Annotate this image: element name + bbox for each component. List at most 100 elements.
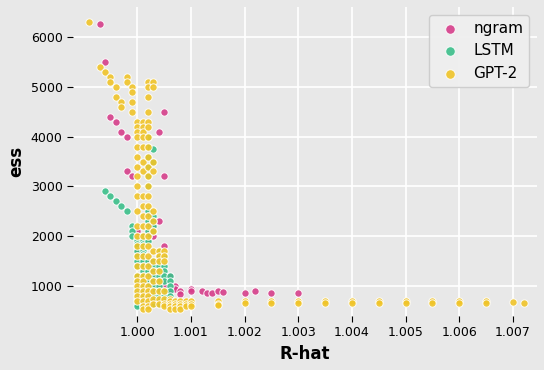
- GPT-2: [117, 104, 126, 110]
- GPT-2: [165, 296, 174, 302]
- GPT-2: [154, 296, 163, 302]
- GPT-2: [149, 301, 158, 307]
- ngram: [160, 174, 169, 179]
- LSTM: [144, 164, 152, 169]
- GPT-2: [149, 268, 158, 274]
- LSTM: [149, 288, 158, 294]
- LSTM: [144, 303, 152, 309]
- LSTM: [133, 248, 141, 254]
- LSTM: [106, 194, 115, 199]
- LSTM: [138, 243, 147, 249]
- ngram: [213, 288, 222, 294]
- ngram: [117, 129, 126, 135]
- GPT-2: [170, 303, 179, 309]
- GPT-2: [106, 74, 115, 80]
- ngram: [138, 236, 147, 242]
- GPT-2: [144, 273, 152, 279]
- GPT-2: [138, 298, 147, 304]
- GPT-2: [138, 303, 147, 309]
- LSTM: [133, 296, 141, 302]
- ngram: [144, 233, 152, 239]
- ngram: [160, 109, 169, 115]
- LSTM: [165, 283, 174, 289]
- LSTM: [128, 228, 137, 234]
- ngram: [138, 291, 147, 297]
- GPT-2: [138, 283, 147, 289]
- GPT-2: [165, 303, 174, 309]
- ngram: [138, 288, 147, 294]
- GPT-2: [149, 296, 158, 302]
- LSTM: [133, 243, 141, 249]
- ngram: [144, 291, 152, 297]
- GPT-2: [138, 124, 147, 130]
- GPT-2: [455, 300, 463, 306]
- GPT-2: [348, 298, 356, 304]
- GPT-2: [122, 74, 131, 80]
- LSTM: [133, 236, 141, 242]
- GPT-2: [149, 84, 158, 90]
- GPT-2: [170, 306, 179, 312]
- LSTM: [149, 268, 158, 274]
- LSTM: [165, 288, 174, 294]
- GPT-2: [85, 19, 94, 25]
- LSTM: [133, 298, 141, 304]
- ngram: [165, 273, 174, 279]
- ngram: [138, 273, 147, 279]
- ngram: [144, 231, 152, 237]
- ngram: [144, 263, 152, 269]
- LSTM: [144, 268, 152, 274]
- ngram: [138, 248, 147, 254]
- LSTM: [144, 298, 152, 304]
- LSTM: [144, 301, 152, 307]
- GPT-2: [133, 174, 141, 179]
- LSTM: [149, 278, 158, 284]
- GPT-2: [128, 109, 137, 115]
- GPT-2: [106, 79, 115, 85]
- ngram: [133, 243, 141, 249]
- GPT-2: [149, 218, 158, 224]
- GPT-2: [149, 248, 158, 254]
- LSTM: [144, 238, 152, 244]
- ngram: [208, 290, 217, 296]
- ngram: [149, 278, 158, 284]
- ngram: [160, 243, 169, 249]
- GPT-2: [154, 301, 163, 307]
- LSTM: [160, 268, 169, 274]
- LSTM: [154, 288, 163, 294]
- LSTM: [149, 273, 158, 279]
- LSTM: [133, 303, 141, 309]
- LSTM: [138, 248, 147, 254]
- ngram: [144, 288, 152, 294]
- GPT-2: [181, 298, 190, 304]
- LSTM: [144, 263, 152, 269]
- GPT-2: [149, 278, 158, 284]
- ngram: [154, 253, 163, 259]
- ngram: [154, 288, 163, 294]
- GPT-2: [138, 306, 147, 312]
- ngram: [133, 246, 141, 252]
- LSTM: [138, 241, 147, 247]
- ngram: [219, 289, 227, 295]
- LSTM: [138, 233, 147, 239]
- LSTM: [138, 256, 147, 262]
- GPT-2: [154, 248, 163, 254]
- ngram: [138, 238, 147, 244]
- ngram: [138, 246, 147, 252]
- GPT-2: [138, 223, 147, 229]
- GPT-2: [133, 164, 141, 169]
- LSTM: [160, 301, 169, 307]
- GPT-2: [160, 296, 169, 302]
- LSTM: [138, 288, 147, 294]
- LSTM: [138, 268, 147, 274]
- LSTM: [133, 278, 141, 284]
- GPT-2: [138, 213, 147, 219]
- LSTM: [154, 278, 163, 284]
- GPT-2: [154, 253, 163, 259]
- ngram: [122, 134, 131, 139]
- GPT-2: [160, 248, 169, 254]
- GPT-2: [160, 288, 169, 294]
- GPT-2: [144, 253, 152, 259]
- GPT-2: [240, 300, 249, 306]
- LSTM: [144, 134, 152, 139]
- GPT-2: [138, 243, 147, 249]
